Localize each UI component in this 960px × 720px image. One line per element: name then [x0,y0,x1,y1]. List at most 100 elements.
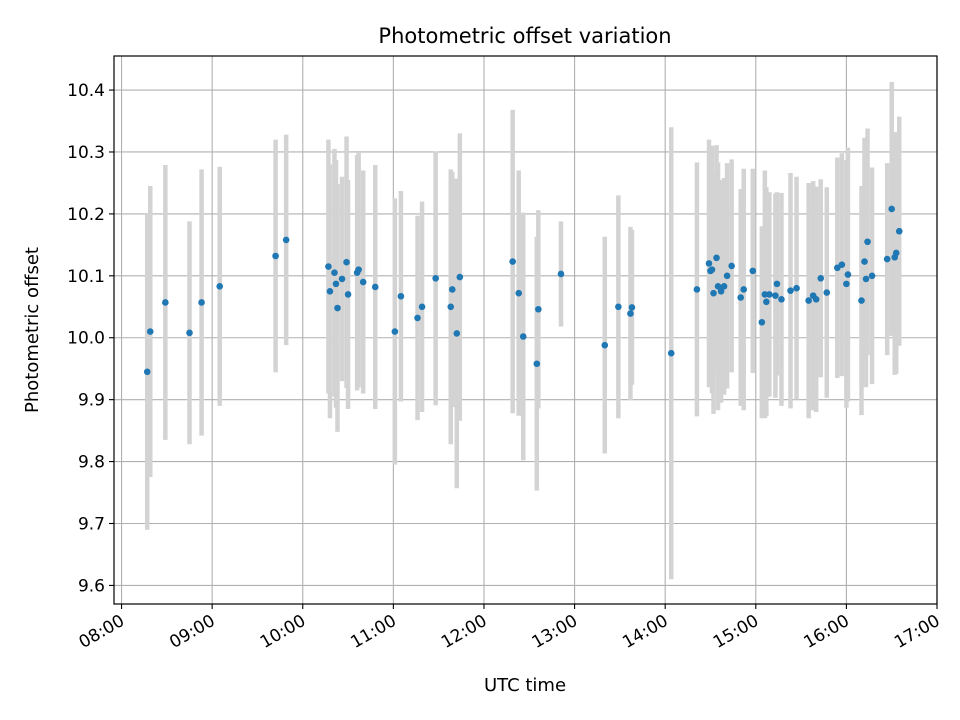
data-point [615,303,622,311]
data-point [146,328,154,335]
y-tick-label: 9.7 [78,515,105,535]
data-point [778,296,785,303]
data-point [667,349,675,357]
x-axis-ticks: 08:00 09:00 10:00 11:00 12:00 13:00 14:00 15:00… [76,604,944,653]
data-point [198,299,205,306]
data-point [418,303,426,311]
data-point [720,283,728,290]
data-point [162,299,169,306]
data-point [888,205,895,213]
data-point [693,286,701,293]
data-point [397,292,405,300]
data-point [535,305,542,313]
data-point [861,258,868,265]
data-point [453,330,461,337]
data-point [627,310,634,317]
data-point [766,291,773,298]
data-point [773,280,781,288]
y-axis-ticks: 9.6 9.7 9.8 9.9 10.0 10.1 10.2 10.3 10.4 [67,81,114,596]
data-point [143,368,151,376]
data-point [325,263,332,270]
data-point [432,274,439,282]
y-tick-label: 10.1 [67,267,105,287]
data-point [557,270,565,278]
data-point [812,296,820,303]
data-point [717,287,725,295]
data-point [713,254,720,262]
x-tick-label: 10:00 [257,611,309,653]
data-point [710,289,717,297]
data-point [391,328,399,335]
data-point [533,360,541,368]
y-tick-label: 10.0 [67,329,105,349]
y-tick-label: 9.8 [78,453,105,473]
x-tick-label: 11:00 [347,611,399,653]
data-point [448,286,456,293]
data-point [838,261,846,268]
data-point [749,267,757,275]
data-point [343,258,350,266]
y-tick-label: 10.4 [67,81,105,101]
data-point [868,272,876,280]
data-point [844,271,852,278]
x-tick-label: 12:00 [438,611,490,653]
data-point [272,252,279,260]
data-point [414,314,421,322]
data-point [519,333,527,340]
data-point [282,236,290,244]
y-tick-label: 9.6 [78,576,105,596]
data-point [793,284,800,292]
data-point [705,260,713,267]
data-point [515,289,523,297]
x-tick-label: 17:00 [891,611,943,653]
data-point [740,286,748,293]
data-point [843,280,850,288]
data-point [862,275,870,283]
y-axis-title: Photometric offset [22,247,43,413]
data-point [892,249,900,257]
x-tick-label: 13:00 [529,611,581,653]
y-tick-label: 9.9 [78,391,105,411]
data-point [331,269,338,277]
error-bars [144,82,902,580]
x-tick-label: 14:00 [619,611,671,653]
data-point [509,258,516,265]
data-point [728,262,735,270]
x-tick-label: 15:00 [710,611,762,653]
data-point [758,318,766,326]
x-tick-label: 08:00 [76,611,128,653]
data-points [143,205,903,376]
x-tick-label: 16:00 [800,611,852,653]
data-point [355,266,362,273]
grid [114,56,938,604]
data-point [447,303,455,311]
data-point [344,291,352,298]
data-point [858,297,865,304]
data-point [805,297,812,304]
data-point [186,329,193,337]
data-point [216,283,224,290]
data-point [737,294,744,301]
data-point [628,304,636,311]
data-point [456,273,464,281]
data-point [714,283,722,290]
data-point [763,298,770,306]
data-point [817,274,825,282]
data-point [823,289,831,296]
data-point [359,278,367,286]
x-axis-title: UTC time [484,675,566,696]
data-point [772,292,779,299]
plot-frame [113,55,938,605]
data-point [371,283,379,291]
x-tick-label: 09:00 [166,611,218,653]
data-point [326,287,334,295]
chart-title: Photometric offset variation [378,24,671,48]
data-point [601,341,609,349]
data-point [761,291,769,298]
data-point [787,287,794,294]
data-point [334,304,341,312]
data-point [864,238,871,246]
data-point [723,272,731,280]
data-point [332,280,340,288]
